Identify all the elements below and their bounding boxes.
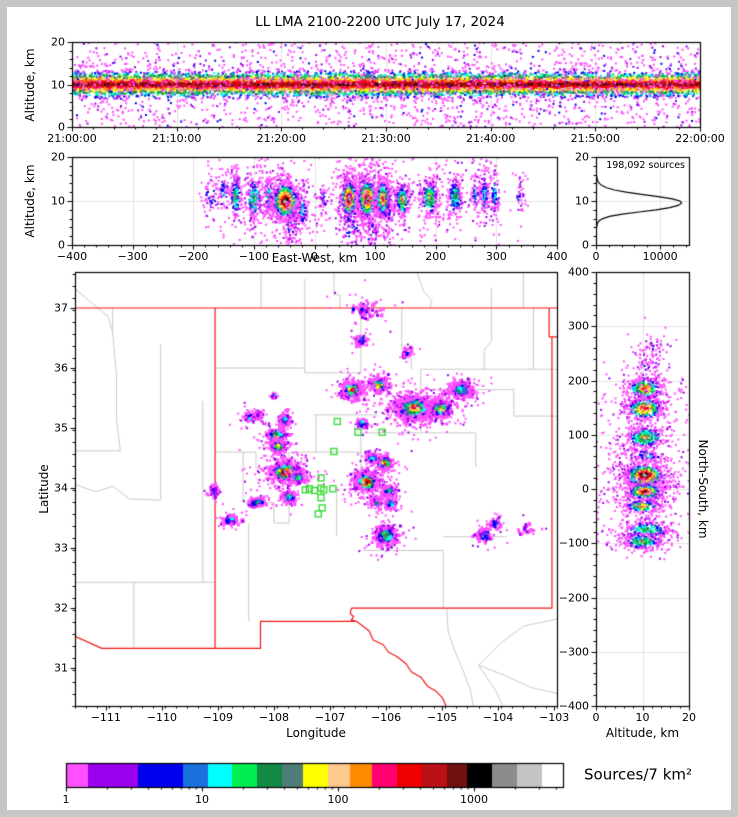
histogram-annotation: 198,092 sources: [606, 160, 685, 171]
x-tick-label: 0: [592, 711, 600, 724]
x-tick-label: −108: [258, 711, 290, 724]
x-tick-label: 21:20:00: [256, 132, 307, 145]
x-tick-label: 21:30:00: [361, 132, 411, 145]
y-tick-label: 0: [58, 120, 65, 134]
axis-label-ew-height-x: East-West, km: [271, 251, 358, 265]
y-tick-label: 100: [568, 428, 589, 442]
x-tick-label: 200: [425, 250, 447, 263]
y-tick-label: 20: [51, 35, 65, 49]
y-tick-label: 10: [575, 194, 589, 208]
axis-label-ew-height-y: Altitude, km: [23, 164, 37, 238]
y-tick-label: 32: [54, 601, 68, 615]
x-tick-label: 21:40:00: [465, 132, 516, 145]
x-tick-label: 0: [311, 250, 318, 263]
colorbar-tick-label: 100: [327, 793, 349, 806]
x-tick-label: −300: [117, 250, 148, 263]
colorbar-tick-label: 1: [62, 793, 70, 806]
y-tick-label: 0: [58, 238, 65, 252]
axis-label-ns-height-x: Altitude, km: [605, 726, 680, 740]
y-tick-label: 20: [51, 150, 65, 164]
y-tick-label: 10: [51, 78, 65, 91]
x-tick-label: −105: [426, 711, 458, 724]
y-tick-label: 36: [54, 361, 68, 375]
y-tick-label: 33: [54, 541, 68, 555]
x-tick-label: 0: [592, 250, 600, 263]
x-tick-label: −400: [56, 250, 88, 263]
x-tick-label: 10000: [642, 250, 678, 263]
axis-label-map-x: Longitude: [286, 726, 346, 740]
x-tick-label: −100: [238, 250, 269, 263]
axis-label-map-y: Latitude: [37, 464, 51, 514]
x-tick-label: −104: [483, 711, 514, 724]
y-tick-label: 300: [568, 319, 589, 333]
y-tick-label: 0: [582, 238, 589, 252]
x-tick-label: −107: [314, 711, 346, 724]
x-tick-label: 21:10:00: [151, 132, 202, 145]
x-tick-label: −109: [202, 711, 234, 724]
y-tick-label: 400: [568, 265, 589, 279]
y-tick-label: 34: [54, 481, 68, 495]
y-tick-label: 0: [582, 482, 589, 496]
x-tick-label: 10: [635, 711, 650, 724]
x-tick-label: −106: [370, 711, 402, 724]
y-tick-label: 31: [54, 661, 68, 675]
colorbar-tick-label: 1000: [460, 793, 488, 806]
figure-title: LL LMA 2100-2200 UTC July 17, 2024: [255, 14, 505, 30]
x-tick-label: 21:50:00: [570, 132, 621, 145]
x-tick-label: 20: [682, 711, 696, 724]
y-tick-label: 200: [568, 374, 589, 387]
y-tick-label: −400: [558, 699, 589, 713]
colorbar-tick-label: 10: [195, 793, 209, 806]
x-tick-label: 400: [546, 250, 568, 263]
axis-label-time-height-y: Altitude, km: [23, 47, 37, 122]
x-tick-label: −110: [146, 711, 177, 724]
x-tick-label: 100: [364, 250, 386, 263]
y-tick-label: 37: [54, 301, 68, 315]
y-tick-label: 20: [575, 150, 589, 164]
x-tick-label: 22:00:00: [675, 132, 725, 145]
y-tick-label: 35: [54, 421, 68, 435]
x-tick-label: −103: [539, 711, 570, 724]
x-tick-label: −111: [90, 711, 121, 724]
x-tick-label: 21:00:00: [47, 132, 97, 145]
axis-label-ns-height-y: North-South, km: [696, 439, 710, 539]
y-tick-label: −200: [558, 591, 589, 604]
y-tick-label: −300: [558, 645, 589, 659]
x-tick-label: −200: [178, 250, 209, 263]
colorbar-label: Sources/7 km²: [584, 765, 693, 784]
x-tick-label: 300: [485, 250, 507, 263]
y-tick-label: 10: [51, 194, 65, 208]
y-tick-label: −100: [558, 536, 589, 550]
